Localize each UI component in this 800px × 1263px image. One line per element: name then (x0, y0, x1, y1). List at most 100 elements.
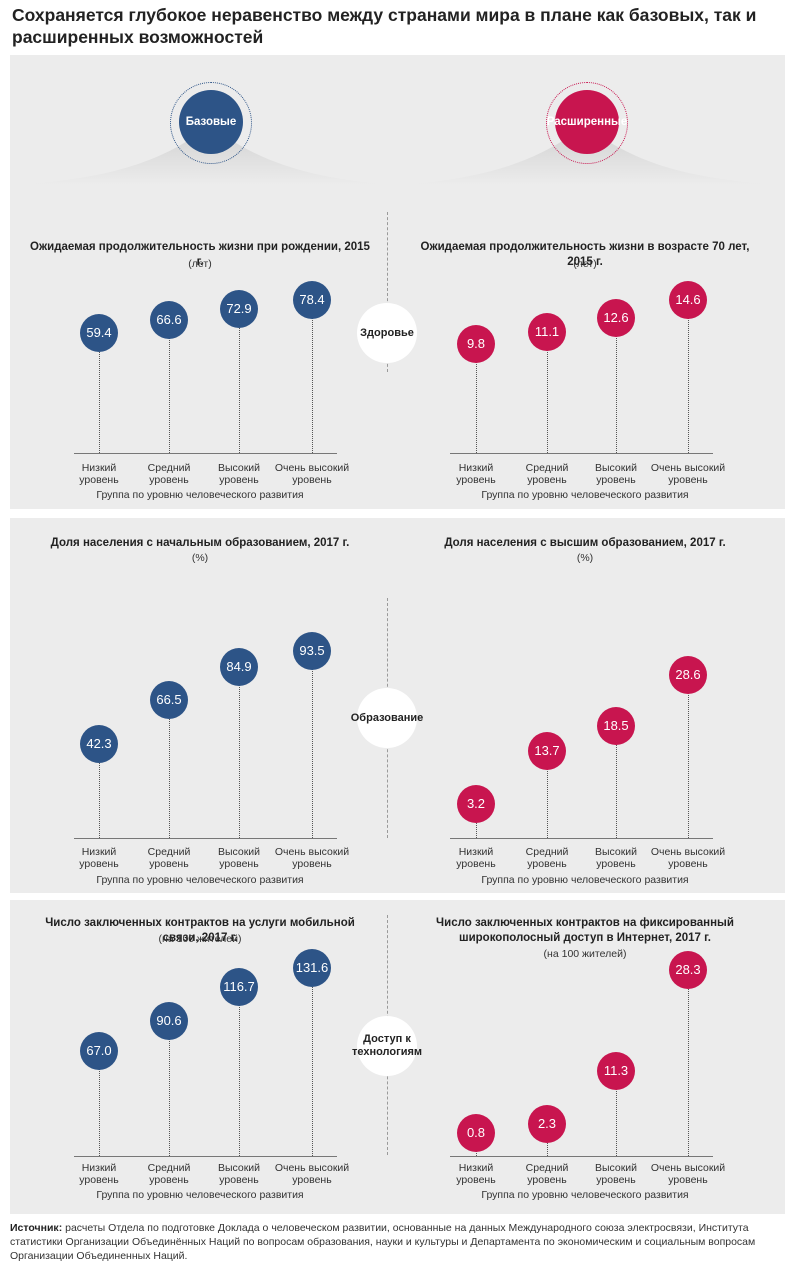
chart-unit: (лет) (573, 258, 597, 270)
chart-baseline (74, 838, 337, 839)
extended-badge-ring (546, 82, 628, 164)
chart-title: Доля населения с высшим образованием, 20… (444, 537, 726, 549)
lollipop-stem (688, 300, 689, 453)
lollipop-stem (688, 970, 689, 1156)
lollipop-stem (616, 726, 617, 838)
section-label-education: Образование (351, 688, 423, 748)
lollipop-dot: 59.4 (80, 313, 118, 352)
header-hills (10, 125, 785, 185)
divider-health (387, 212, 388, 372)
category-label: Низкий уровень (79, 1162, 119, 1186)
lollipop-stem (547, 750, 548, 838)
lollipop-dot: 66.6 (150, 301, 188, 340)
lollipop-stem (616, 318, 617, 453)
lollipop-stem (169, 699, 170, 838)
chart-title: Доля населения с начальным образованием,… (50, 537, 350, 549)
category-label: Очень высокий уровень (650, 846, 726, 870)
category-label: Высокий уровень (594, 846, 638, 870)
lollipop-stem (312, 300, 313, 453)
lollipop-dot: 13.7 (528, 731, 566, 770)
lollipop-stem (99, 332, 100, 453)
category-label: Средний уровень (525, 462, 569, 486)
lollipop-stem (312, 651, 313, 838)
chart-title: Число заключенных контрактов на услуги м… (45, 917, 355, 944)
category-label: Средний уровень (147, 1162, 191, 1186)
lollipop-stem (239, 666, 240, 838)
category-label: Очень высокий уровень (274, 846, 350, 870)
lollipop-dot: 67.0 (80, 1032, 118, 1071)
category-label: Очень высокий уровень (650, 1162, 726, 1186)
chart-unit: (на 100 жителей) (543, 948, 627, 960)
category-label: Низкий уровень (456, 846, 496, 870)
chart-baseline (74, 453, 337, 454)
category-label: Высокий уровень (217, 462, 261, 486)
chart-unit: (лет) (188, 258, 212, 270)
x-axis-label: Группа по уровню человеческого развития (96, 489, 304, 501)
category-label: Средний уровень (147, 462, 191, 486)
lollipop-dot: 116.7 (220, 968, 258, 1007)
chart-baseline (450, 453, 713, 454)
lollipop-stem (99, 743, 100, 838)
source-note: Источник: расчеты Отдела по подготовке Д… (10, 1221, 790, 1263)
category-label: Высокий уровень (594, 462, 638, 486)
lollipop-dot: 90.6 (150, 1001, 188, 1040)
source-prefix: Источник: (10, 1222, 63, 1234)
basic-badge: Базовые (179, 90, 243, 154)
lollipop-stem (239, 987, 240, 1156)
lollipop-dot: 93.5 (293, 632, 331, 670)
lollipop-dot: 42.3 (80, 724, 118, 763)
lollipop-dot: 28.3 (669, 951, 707, 989)
lollipop-dot: 66.5 (150, 680, 188, 719)
lollipop-stem (99, 1051, 100, 1156)
x-axis-label: Группа по уровню человеческого развития (96, 1189, 304, 1201)
chart-title: Ожидаемая продолжительность жизни в возр… (420, 241, 750, 268)
lollipop-dot: 28.6 (669, 656, 707, 694)
page-title: Сохраняется глубокое неравенство между с… (12, 5, 757, 47)
chart-title: Число заключенных контрактов на фиксиров… (436, 917, 734, 944)
health-panel (10, 55, 785, 509)
category-label: Очень высокий уровень (274, 462, 350, 486)
lollipop-dot: 18.5 (597, 707, 635, 746)
category-label: Низкий уровень (79, 462, 119, 486)
lollipop-stem (239, 309, 240, 453)
category-label: Высокий уровень (217, 846, 261, 870)
x-axis-label: Группа по уровню человеческого развития (481, 489, 689, 501)
x-axis-label: Группа по уровню человеческого развития (481, 874, 689, 886)
x-axis-label: Группа по уровню человеческого развития (96, 874, 304, 886)
lollipop-dot: 11.3 (597, 1051, 635, 1090)
category-label: Высокий уровень (217, 1162, 261, 1186)
lollipop-dot: 9.8 (457, 325, 495, 364)
lollipop-dot: 12.6 (597, 299, 635, 338)
category-label: Низкий уровень (79, 846, 119, 870)
category-label: Средний уровень (147, 846, 191, 870)
chart-unit: (на 100 жителей) (158, 933, 242, 945)
chart-title: Ожидаемая продолжительность жизни при ро… (30, 241, 370, 268)
category-label: Высокий уровень (594, 1162, 638, 1186)
chart-unit: (%) (576, 552, 594, 564)
lollipop-dot: 72.9 (220, 290, 258, 329)
lollipop-stem (616, 1070, 617, 1156)
extended-badge: Расширенные (547, 90, 627, 154)
category-label: Очень высокий уровень (650, 462, 726, 486)
lollipop-dot: 2.3 (528, 1105, 566, 1144)
x-axis-label: Группа по уровню человеческого развития (481, 1189, 689, 1201)
basic-badge-ring (170, 82, 252, 164)
lollipop-dot: 3.2 (457, 784, 495, 823)
chart-baseline (450, 838, 713, 839)
lollipop-stem (312, 968, 313, 1156)
chart-baseline (450, 1156, 713, 1157)
lollipop-dot: 84.9 (220, 647, 258, 686)
lollipop-stem (688, 675, 689, 838)
source-text: расчеты Отдела по подготовке Доклада о ч… (10, 1222, 756, 1262)
lollipop-dot: 0.8 (457, 1114, 495, 1153)
section-label-technology: Доступ к технологиям (352, 1016, 422, 1076)
chart-baseline (74, 1156, 337, 1157)
category-label: Очень высокий уровень (274, 1162, 350, 1186)
lollipop-dot: 78.4 (293, 281, 331, 319)
lollipop-dot: 131.6 (293, 949, 331, 987)
category-label: Низкий уровень (456, 462, 496, 486)
section-label-health: Здоровье (357, 303, 417, 363)
category-label: Низкий уровень (456, 1162, 496, 1186)
lollipop-stem (476, 344, 477, 453)
category-label: Средний уровень (525, 1162, 569, 1186)
